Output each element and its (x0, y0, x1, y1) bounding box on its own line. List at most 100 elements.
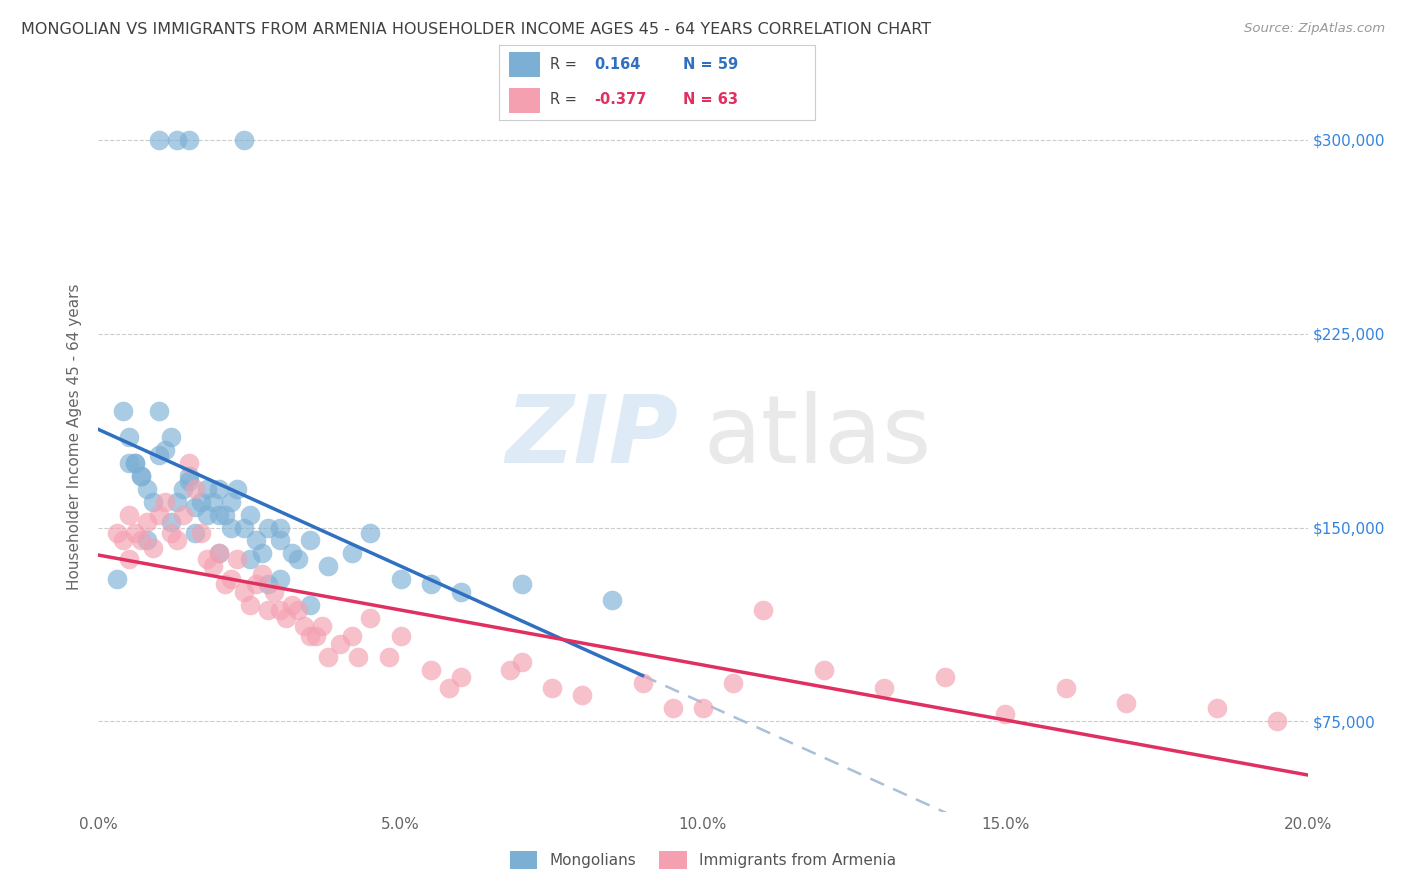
Point (221, 494, 243, 508)
Point (274, 611, 297, 625)
Point (450, 670, 472, 684)
Point (179, 468, 201, 483)
Point (148, 508, 170, 522)
Point (135, 516, 157, 530)
Point (256, 577, 278, 591)
Point (299, 533, 322, 548)
Point (299, 629, 322, 643)
Point (239, 508, 262, 522)
Point (202, 494, 225, 508)
Point (172, 508, 194, 522)
Point (129, 533, 152, 548)
Point (263, 585, 285, 599)
Point (214, 508, 236, 522)
Point (148, 404, 170, 418)
Point (160, 430, 183, 444)
Point (661, 701, 683, 715)
Point (142, 541, 165, 556)
Point (148, 448, 170, 462)
Point (160, 516, 183, 530)
Point (221, 520, 243, 534)
Point (287, 551, 309, 566)
Point (360, 525, 382, 540)
Point (129, 468, 152, 483)
Point (723, 675, 745, 690)
Text: N = 59: N = 59 (683, 57, 738, 72)
Point (256, 520, 278, 534)
Point (179, 456, 201, 470)
Point (184, 482, 207, 496)
Text: ZIP: ZIP (506, 391, 679, 483)
Point (360, 611, 382, 625)
Point (166, 133, 188, 147)
Point (172, 482, 194, 496)
Point (153, 494, 176, 508)
Point (208, 546, 231, 560)
Point (389, 629, 412, 643)
Point (195, 508, 218, 522)
Point (179, 133, 201, 147)
Point (208, 508, 231, 522)
Point (105, 525, 128, 540)
Point (269, 533, 291, 548)
Point (118, 430, 141, 444)
Point (256, 603, 278, 617)
Point (269, 520, 291, 534)
Point (226, 482, 249, 496)
Point (250, 546, 273, 560)
Text: Source: ZipAtlas.com: Source: ZipAtlas.com (1244, 22, 1385, 36)
Point (311, 618, 333, 632)
Point (129, 468, 152, 483)
Point (281, 546, 304, 560)
Point (202, 559, 225, 574)
Point (347, 649, 370, 664)
Point (1115, 696, 1137, 710)
Point (269, 572, 291, 586)
Point (239, 598, 262, 612)
Point (135, 482, 157, 496)
Point (692, 701, 714, 715)
Point (994, 706, 1017, 721)
Point (250, 567, 273, 582)
Point (281, 598, 304, 612)
Point (510, 577, 533, 591)
Point (195, 482, 218, 496)
Point (342, 629, 364, 643)
Point (873, 681, 896, 695)
Point (232, 520, 254, 534)
Point (190, 525, 212, 540)
Point (232, 585, 254, 599)
Point (498, 663, 520, 677)
Point (184, 500, 207, 514)
FancyBboxPatch shape (509, 52, 540, 78)
Point (631, 675, 654, 690)
Point (208, 482, 231, 496)
Point (269, 603, 291, 617)
Point (602, 592, 624, 607)
Point (1054, 681, 1077, 695)
Point (571, 689, 593, 703)
Point (245, 577, 267, 591)
Point (232, 133, 254, 147)
Text: R =: R = (550, 92, 581, 107)
Text: -0.377: -0.377 (593, 92, 647, 107)
Point (934, 670, 956, 684)
Point (118, 508, 141, 522)
Point (1267, 714, 1289, 729)
Point (195, 551, 218, 566)
Point (377, 649, 399, 664)
Point (540, 681, 562, 695)
Point (160, 525, 183, 540)
Point (287, 603, 309, 617)
Point (111, 533, 134, 548)
Text: N = 63: N = 63 (683, 92, 738, 107)
Point (190, 494, 212, 508)
Point (342, 546, 364, 560)
Point (437, 681, 460, 695)
Point (450, 585, 472, 599)
FancyBboxPatch shape (509, 87, 540, 112)
Point (214, 577, 236, 591)
Point (510, 655, 533, 669)
Point (118, 456, 141, 470)
Point (305, 629, 328, 643)
